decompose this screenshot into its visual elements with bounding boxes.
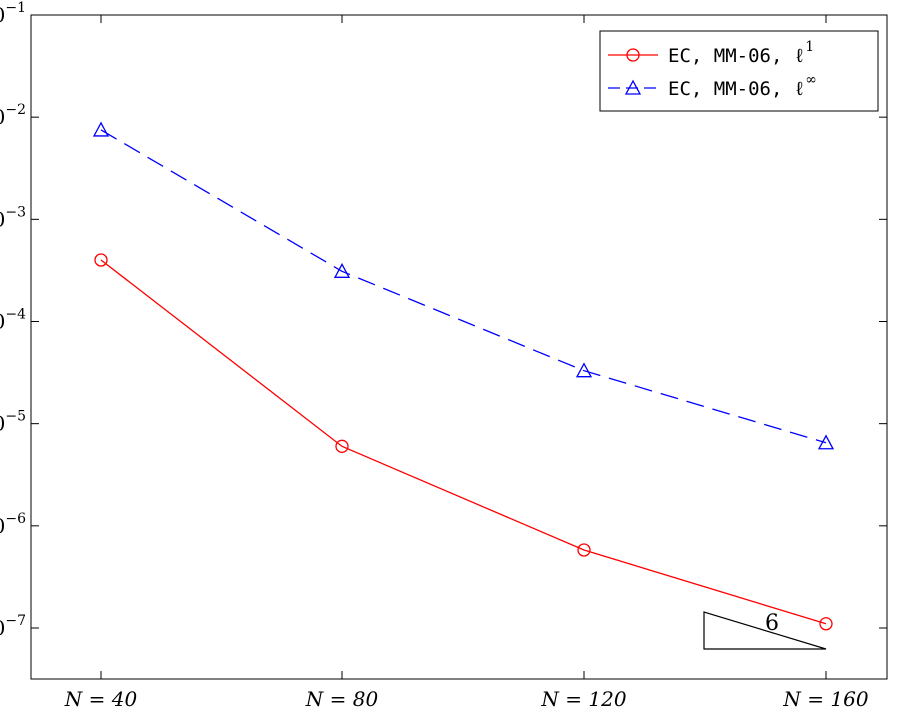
slope-annotation: 6 [703, 611, 827, 650]
y-tick-base: 10 [0, 105, 5, 129]
y-tick-base: 10 [0, 616, 5, 640]
legend-marker-triangle [624, 79, 642, 95]
data-point-circle [94, 253, 108, 267]
data-point-triangle [575, 362, 593, 378]
y-tick-base: 10 [0, 310, 5, 334]
data-point-circle [577, 543, 591, 557]
y-tick-label: 10−6 [0, 511, 26, 538]
data-point-circle [819, 617, 833, 631]
data-point-triangle [92, 121, 110, 137]
legend-entry-2: EC, MM-06, ℓ∞ [608, 72, 817, 100]
legend-label-main: EC, MM-06, ℓ [668, 45, 805, 67]
y-tick-exponent: −6 [5, 511, 26, 527]
x-tick-label: N = 40 [64, 687, 138, 711]
y-tick-label: 10−3 [0, 204, 26, 231]
legend-label: EC, MM-06, ℓ∞ [668, 72, 817, 100]
series-line [100, 259, 827, 625]
data-point-triangle [817, 434, 835, 450]
y-tick-exponent: −2 [5, 102, 26, 118]
series-line [100, 129, 827, 444]
slope-triangle [703, 611, 827, 650]
y-tick-label: 10−5 [0, 409, 26, 436]
y-tick-base: 10 [0, 3, 5, 27]
y-tick-label: 10−2 [0, 102, 26, 129]
legend-label-sup: 1 [805, 39, 814, 55]
y-tick-label: 10−1 [0, 0, 26, 27]
x-tick-label: N = 160 [782, 687, 868, 711]
y-tick-exponent: −1 [5, 0, 26, 16]
y-tick-label: 10−7 [0, 613, 26, 640]
data-point-triangle [333, 262, 351, 278]
y-tick-base: 10 [0, 207, 5, 231]
legend-label: EC, MM-06, ℓ1 [668, 39, 814, 67]
legend-box [599, 30, 879, 112]
y-tick-exponent: −4 [5, 307, 26, 323]
slope-label: 6 [765, 611, 779, 636]
x-tick-label: N = 80 [305, 687, 379, 711]
legend-entry-1: EC, MM-06, ℓ1 [608, 39, 814, 67]
legend-marker-circle [626, 48, 640, 62]
series-1 [94, 253, 833, 631]
legend-label-sup: ∞ [805, 72, 817, 88]
y-tick-exponent: −3 [5, 204, 26, 220]
x-tick-label: N = 120 [540, 687, 626, 711]
y-tick-exponent: −5 [5, 409, 26, 425]
y-tick-label: 10−4 [0, 307, 26, 334]
series-layer [92, 121, 835, 631]
y-tick-exponent: −7 [5, 613, 26, 629]
data-point-circle [335, 439, 349, 453]
y-tick-base: 10 [0, 514, 5, 538]
plot-area [30, 14, 888, 680]
plot-frame [30, 14, 888, 680]
y-tick-base: 10 [0, 412, 5, 436]
series-2 [92, 121, 835, 450]
legend-label-main: EC, MM-06, ℓ [668, 78, 805, 100]
